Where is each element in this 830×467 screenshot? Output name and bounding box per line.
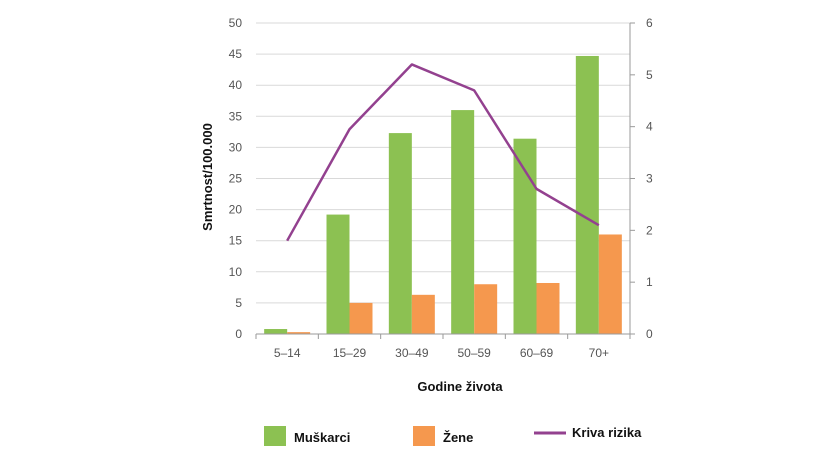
x-tick-label: 15–29 (333, 346, 367, 360)
y-tick-label: 25 (229, 172, 243, 186)
y2-tick-label: 2 (646, 223, 653, 237)
y-tick-label: 5 (235, 296, 242, 310)
bar-muskarci (264, 329, 288, 334)
y-tick-label: 20 (229, 203, 243, 217)
legend-swatch (413, 426, 435, 446)
axes (255, 22, 635, 339)
legend: Muškarci Žene Kriva rizika (264, 425, 642, 446)
risk-line-layer (286, 63, 600, 242)
bar-zene (474, 284, 498, 334)
y-tick-label: 10 (229, 265, 243, 279)
y2-tick-label: 6 (646, 16, 653, 30)
x-tick-label: 30–49 (395, 346, 429, 360)
legend-label: Žene (443, 430, 473, 445)
bar-muskarci (575, 55, 599, 334)
y-axis-title: Smrtnost/100.000 (200, 123, 215, 231)
gridlines (256, 22, 630, 304)
y2-tick-label: 5 (646, 68, 653, 82)
bar-zene (536, 282, 560, 334)
y2-tick-label: 0 (646, 327, 653, 341)
legend-label: Muškarci (294, 430, 350, 445)
y2-tick-label: 4 (646, 120, 653, 134)
bar-muskarci (513, 138, 537, 334)
y-tick-label: 40 (229, 78, 243, 92)
bars (264, 55, 622, 334)
y2-tick-label: 1 (646, 275, 653, 289)
x-tick-label: 70+ (589, 346, 609, 360)
bar-zene (598, 234, 622, 334)
legend-swatch (264, 426, 286, 446)
y-tick-label: 15 (229, 234, 243, 248)
legend-label: Kriva rizika (572, 425, 642, 440)
bar-zene (411, 294, 435, 334)
x-tick-label: 5–14 (274, 346, 301, 360)
y-tick-label: 45 (229, 47, 243, 61)
y-tick-label: 50 (229, 16, 243, 30)
x-axis-title: Godine života (417, 379, 503, 394)
bar-zene (287, 332, 311, 334)
bar-muskarci (326, 214, 350, 334)
risk-line (286, 63, 600, 242)
bar-muskarci (451, 110, 475, 334)
y-tick-label: 0 (235, 327, 242, 341)
y-tick-label: 35 (229, 109, 243, 123)
x-tick-label: 50–59 (457, 346, 491, 360)
bar-zene (349, 302, 373, 334)
y2-tick-label: 3 (646, 172, 653, 186)
y-tick-label: 30 (229, 140, 243, 154)
bar-muskarci (388, 133, 412, 334)
x-tick-label: 60–69 (520, 346, 554, 360)
